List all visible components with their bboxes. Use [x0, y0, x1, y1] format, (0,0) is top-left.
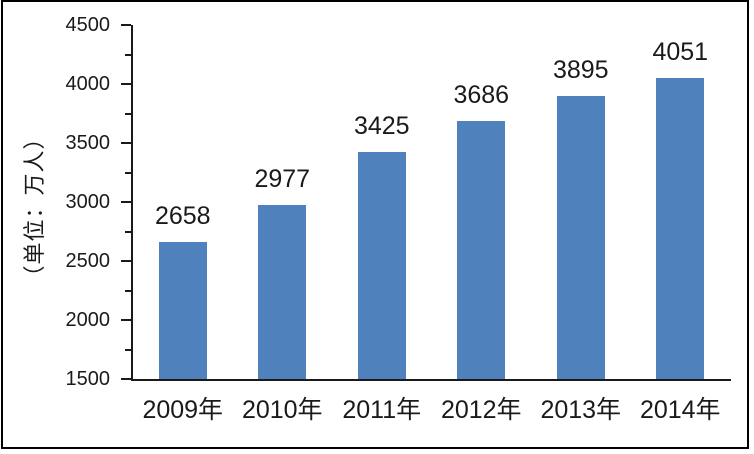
- bar: [158, 242, 207, 379]
- y-minor-tick-mark: [125, 289, 131, 292]
- bar-value-label: 3425: [353, 111, 410, 140]
- y-tick-label: 2000: [65, 309, 111, 331]
- y-major-tick-mark: [121, 378, 131, 380]
- y-major-tick-mark: [121, 83, 131, 85]
- bar: [357, 151, 406, 379]
- bar: [556, 96, 605, 379]
- y-minor-tick-mark: [125, 53, 131, 56]
- x-axis-line: [131, 379, 731, 381]
- x-tick-label: 2009年: [142, 396, 224, 424]
- y-tick-label: 4500: [65, 14, 111, 36]
- x-tick-label: 2013年: [540, 396, 622, 424]
- y-tick-label: 3000: [65, 191, 111, 213]
- bar-value-label: 2658: [154, 202, 211, 231]
- bar-value-label: 3895: [552, 56, 609, 85]
- bar: [457, 121, 506, 379]
- bar: [656, 77, 705, 379]
- bar-value-label: 4051: [652, 37, 709, 66]
- y-axis-line: [131, 25, 133, 381]
- y-tick-label: 3500: [65, 132, 111, 154]
- x-tick-label: 2012年: [440, 396, 522, 424]
- y-minor-tick-mark: [125, 171, 131, 174]
- y-tick-label: 1500: [65, 368, 111, 390]
- bar: [258, 204, 307, 379]
- y-major-tick-mark: [121, 142, 131, 144]
- y-major-tick-mark: [121, 24, 131, 26]
- y-minor-tick-mark: [125, 230, 131, 233]
- x-tick-label: 2011年: [342, 396, 422, 424]
- bar-value-label: 2977: [254, 164, 311, 193]
- y-tick-label: 4000: [65, 73, 111, 95]
- x-tick-label: 2014年: [639, 396, 721, 424]
- y-major-tick-mark: [121, 260, 131, 262]
- y-minor-tick-mark: [125, 348, 131, 351]
- y-tick-label: 2500: [65, 250, 111, 272]
- bar-value-label: 3686: [453, 81, 510, 110]
- x-tick-label: 2010年: [241, 396, 323, 424]
- y-major-tick-mark: [121, 201, 131, 203]
- y-minor-tick-mark: [125, 112, 131, 115]
- y-major-tick-mark: [121, 319, 131, 321]
